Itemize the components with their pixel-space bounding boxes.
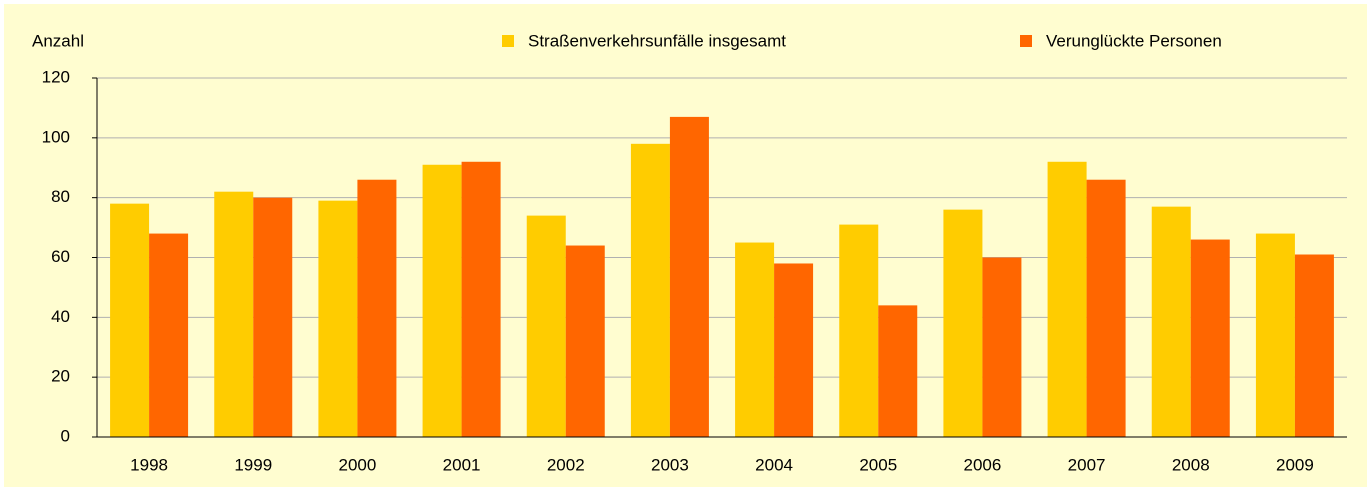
x-tick-label: 1998 [130,455,168,474]
x-tick-label: 2008 [1172,455,1210,474]
y-tick-label: 80 [51,187,70,206]
y-axis-label: Anzahl [32,31,84,50]
bar [774,263,814,437]
y-tick-label: 120 [42,67,70,86]
bar [214,191,254,437]
bar [735,242,775,437]
x-tick-label: 2000 [339,455,377,474]
legend-swatch [502,35,514,47]
x-tick-label: 2005 [859,455,897,474]
bar [669,116,709,438]
x-tick-label: 2006 [964,455,1002,474]
bar [1151,206,1191,437]
bar [1086,179,1126,437]
bar [422,164,462,437]
bar [1255,233,1295,437]
bar [878,305,918,437]
x-tick-label: 2001 [443,455,481,474]
bar [357,179,397,437]
bar [630,143,670,438]
bar [565,245,605,437]
x-tick-label: 2002 [547,455,585,474]
bar [253,197,293,437]
bar [526,215,566,437]
legend-label: Straßenverkehrsunfälle insgesamt [528,31,786,50]
bar [461,161,501,437]
y-tick-label: 100 [42,127,70,146]
bar [1294,254,1334,437]
legend-swatch [1020,35,1032,47]
bar [110,203,150,437]
x-tick-label: 1999 [234,455,272,474]
y-tick-label: 0 [61,426,70,445]
y-tick-label: 40 [51,307,70,326]
legend-label: Verunglückte Personen [1046,31,1222,50]
bar [982,257,1022,437]
x-tick-label: 2009 [1276,455,1314,474]
x-tick-label: 2007 [1068,455,1106,474]
bar [943,209,983,437]
bar [839,224,879,437]
bar [1190,239,1230,437]
bar [149,233,189,437]
x-tick-label: 2004 [755,455,793,474]
bar [1047,161,1087,437]
x-tick-label: 2003 [651,455,689,474]
bar [318,200,358,437]
y-tick-label: 60 [51,247,70,266]
y-tick-label: 20 [51,367,70,386]
